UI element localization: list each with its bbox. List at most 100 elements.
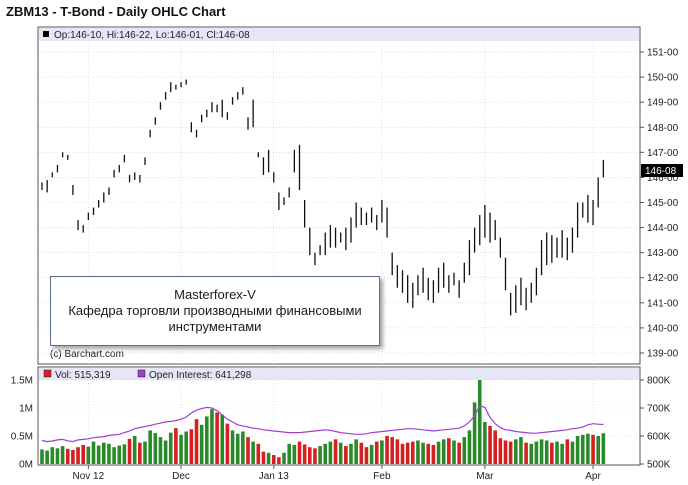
date-tick-label: Dec	[172, 471, 190, 482]
volume-bar	[55, 448, 60, 464]
oi-legend-marker	[137, 369, 146, 378]
volume-bar	[596, 436, 600, 464]
annotation-line-3: инструментами	[168, 319, 262, 334]
volume-bar	[539, 439, 544, 464]
volume-bar	[560, 443, 564, 464]
volume-bar	[395, 439, 400, 464]
volume-bar	[385, 436, 389, 464]
volume-bar	[71, 450, 75, 464]
volume-bar	[225, 423, 230, 464]
volume-bar	[421, 442, 425, 464]
current-price-box	[641, 164, 683, 177]
date-axis: Nov 12 Dec Jan 13 Feb Mar Apr	[73, 465, 602, 482]
volume-bar	[96, 445, 101, 464]
volume-bar	[132, 436, 137, 464]
volume-bar	[179, 434, 183, 464]
volume-bar	[591, 434, 595, 464]
volume-bar	[544, 440, 549, 464]
price-axis: 139-00 140-00 141-00 142-00 143-00 144-00 145-…	[640, 48, 679, 359]
volume-bar	[241, 431, 245, 464]
volume-tick-label: 1.5M	[11, 376, 33, 387]
volume-bar	[60, 446, 65, 464]
volume-bar	[45, 450, 49, 464]
volume-bar	[462, 437, 467, 464]
volume-bar	[364, 447, 369, 464]
volume-bar	[369, 444, 374, 464]
oi-tick-label: 800K	[647, 376, 671, 387]
volume-bar	[565, 439, 570, 464]
volume-bar	[148, 430, 152, 464]
volume-bar	[431, 444, 436, 464]
volume-tick-label: 0.5M	[11, 432, 33, 443]
volume-bar	[498, 438, 503, 464]
volume-bar	[168, 432, 173, 464]
volume-bar	[107, 443, 111, 464]
volume-bar	[153, 433, 158, 464]
volume-bar	[586, 433, 590, 464]
volume-bar	[467, 430, 472, 464]
price-legend-bar	[39, 28, 639, 41]
volume-bar	[514, 439, 518, 464]
date-tick-label: Apr	[585, 471, 601, 482]
volume-bar	[400, 443, 405, 464]
price-tick-label: 143-00	[647, 248, 679, 259]
volume-bar	[256, 443, 261, 464]
volume-bar	[266, 452, 271, 464]
volume-axis: 0M 0.5M 1M 1.5M	[11, 376, 33, 471]
volume-bar	[127, 438, 132, 464]
volume-bar	[457, 442, 461, 464]
volume-bar	[472, 402, 477, 464]
volume-bar	[436, 441, 441, 464]
volume-bar	[65, 448, 70, 464]
volume-bar	[328, 441, 333, 464]
volume-bar	[354, 439, 358, 464]
volume-bar	[529, 443, 534, 464]
volume-bar	[411, 441, 415, 464]
oi-tick-label: 700K	[647, 404, 671, 415]
volume-bar	[380, 440, 384, 464]
volume-legend-bar	[39, 368, 639, 380]
volume-bar	[50, 447, 55, 464]
price-tick-label: 140-00	[647, 323, 679, 334]
volume-bar	[503, 440, 508, 464]
volume-bar	[235, 433, 240, 464]
volume-bar	[143, 441, 147, 464]
volume-legend-marker	[43, 369, 52, 378]
volume-bar	[138, 442, 142, 464]
volume-bar	[323, 443, 328, 464]
chart-title: ZBM13 - T-Bond - Daily OHLC Chart	[6, 4, 226, 19]
volume-bars	[40, 380, 606, 464]
volume-bar	[426, 443, 431, 464]
date-tick-label: Nov 12	[73, 471, 105, 482]
annotation-box: Masterforex-V Кафедра торговли производн…	[50, 276, 380, 346]
volume-bar	[477, 380, 482, 464]
volume-bar	[318, 446, 322, 464]
price-tick-label: 142-00	[647, 273, 679, 284]
volume-bar	[292, 444, 297, 464]
volume-bar	[302, 444, 307, 464]
volume-bar	[194, 419, 199, 464]
price-tick-label: 148-00	[647, 123, 679, 134]
volume-bar	[246, 437, 250, 464]
volume-bar	[575, 436, 580, 464]
volume-bar	[91, 441, 96, 464]
annotation-line-2: Кафедра торговли производными финансовым…	[68, 303, 362, 318]
volume-bar	[102, 442, 106, 464]
volume-bar	[534, 441, 539, 464]
volume-legend-text: Vol: 515,319	[55, 370, 111, 381]
volume-bar	[483, 422, 487, 464]
volume-bar	[344, 446, 348, 464]
volume-bar	[508, 441, 513, 464]
price-tick-label: 146-00	[647, 173, 679, 184]
volume-bar	[282, 452, 286, 464]
date-tick-label: Mar	[476, 471, 494, 482]
volume-bar	[117, 445, 122, 464]
volume-tick-label: 0M	[19, 460, 33, 471]
volume-bar	[189, 429, 194, 464]
volume-bar	[40, 449, 44, 464]
volume-bar	[441, 439, 446, 464]
price-tick-label: 145-00	[647, 198, 679, 209]
volume-bar	[452, 440, 456, 464]
date-tick-label: Jan 13	[259, 471, 289, 482]
volume-bar	[220, 414, 225, 464]
